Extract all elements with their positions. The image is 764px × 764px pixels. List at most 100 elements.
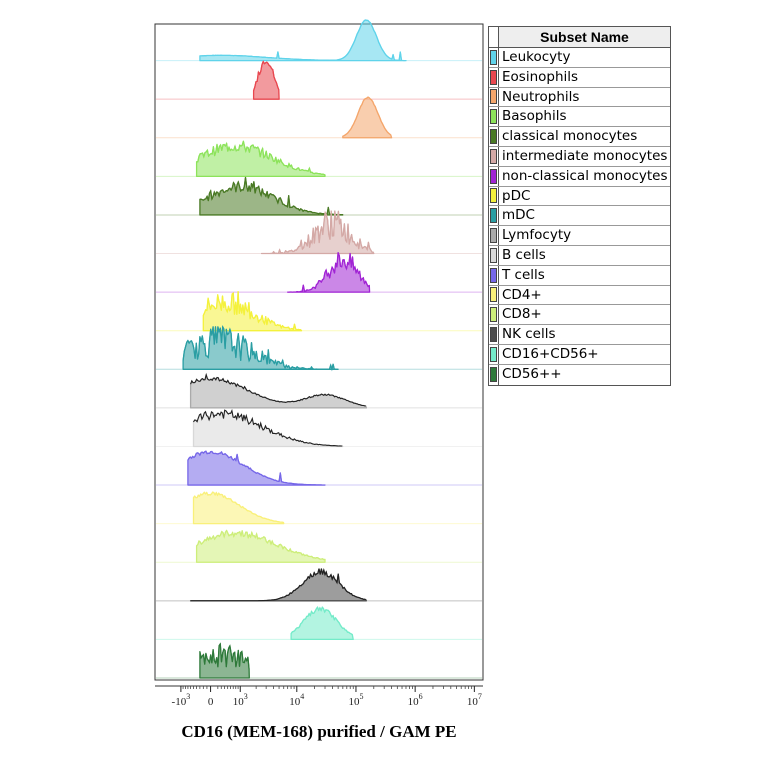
legend-swatch <box>490 327 497 343</box>
histogram-area <box>199 176 344 216</box>
histogram-outline <box>199 177 343 216</box>
series-mdc <box>156 324 482 372</box>
legend-label: Leukocyty <box>502 49 571 65</box>
histogram-area <box>199 643 250 679</box>
histogram-outline <box>342 96 392 137</box>
legend-entry: CD56++ <box>489 364 670 385</box>
legend-label: CD4+ <box>502 286 542 303</box>
legend-entry: Basophils <box>489 107 670 128</box>
histogram-area <box>187 450 326 486</box>
histogram-outline <box>290 606 353 636</box>
legend: Subset Name Leukocyty Eosinophils Neutroph… <box>488 26 671 386</box>
legend-label: CD8+ <box>502 306 542 323</box>
series-classical-monocytes <box>156 176 482 216</box>
legend-label: CD16+CD56+ <box>502 345 599 362</box>
legend-label: Neutrophils <box>502 88 580 105</box>
legend-swatch <box>490 188 497 204</box>
histogram-outline <box>190 372 366 407</box>
histogram-tracks <box>156 19 482 679</box>
histogram-area <box>192 491 285 525</box>
legend-swatch <box>490 49 497 65</box>
legend-entry: CD4+ <box>489 285 670 306</box>
legend-entry: B cells <box>489 245 670 266</box>
legend-label: mDC <box>502 207 535 224</box>
histogram-outline <box>190 567 366 602</box>
legend-entry: non-classical monocytes <box>489 166 670 187</box>
histogram-outline <box>193 491 284 524</box>
series-t-cells <box>156 450 482 486</box>
histogram-area <box>189 374 368 409</box>
legend-entry: NK cells <box>489 325 670 345</box>
legend-entry: mDC <box>489 206 670 227</box>
legend-label: Eosinophils <box>502 68 579 85</box>
legend-swatch <box>490 129 497 145</box>
legend-swatch <box>490 69 497 85</box>
histogram-area <box>260 210 375 255</box>
legend-label: pDC <box>502 187 531 204</box>
legend-swatch <box>490 148 497 164</box>
histogram-outline <box>199 19 406 62</box>
legend-entry: classical monocytes <box>489 127 670 147</box>
legend-label: CD56++ <box>502 365 562 382</box>
tick-label: 104 <box>289 692 304 708</box>
series-eosinophils <box>156 60 482 100</box>
legend-swatch <box>490 367 497 383</box>
legend-swatch <box>490 168 497 184</box>
series-cd8- <box>156 529 482 563</box>
legend-entry: CD16+CD56+ <box>489 344 670 365</box>
tick-label: 0 <box>208 696 214 708</box>
legend-label: Basophils <box>502 108 567 125</box>
legend-swatch <box>490 267 497 283</box>
histogram-outline <box>287 252 370 293</box>
tick-label: 106 <box>408 692 423 708</box>
histogram-outline <box>199 642 250 670</box>
x-axis: -103 0 103 104 105 106 107 <box>155 685 483 708</box>
series-lymfocyty <box>156 372 482 409</box>
histogram-area <box>199 19 407 62</box>
histogram-area <box>342 96 393 139</box>
series-intermediate-monocytes <box>156 210 482 255</box>
tick-label: 105 <box>348 692 363 708</box>
legend-swatch <box>490 307 497 323</box>
tick-label: 107 <box>467 692 482 708</box>
legend-swatch <box>490 109 497 125</box>
histogram-outline <box>253 60 280 91</box>
legend-swatch <box>490 287 497 303</box>
tick-label: -103 <box>172 692 191 708</box>
legend-entry: Lymfocyty <box>489 226 670 246</box>
histogram-area <box>290 606 354 641</box>
legend-swatch <box>490 89 497 105</box>
tick-label: 103 <box>233 692 248 708</box>
legend-label: classical monocytes <box>502 128 638 145</box>
histogram-area <box>195 140 326 178</box>
legend-entry: Neutrophils <box>489 87 670 108</box>
legend-header: Subset Name <box>489 27 670 48</box>
histogram-outline <box>187 450 325 486</box>
series-cd56- <box>156 642 482 679</box>
histogram-outline <box>193 408 343 447</box>
histogram-outline <box>182 324 338 372</box>
legend-label: non-classical monocytes <box>502 167 668 184</box>
histogram-area <box>182 326 339 370</box>
legend-entry: Leukocyty <box>489 48 670 68</box>
series-cd4- <box>156 491 482 525</box>
legend-entry: T cells <box>489 265 670 286</box>
legend-label: intermediate monocytes <box>502 147 668 164</box>
legend-title: Subset Name <box>499 27 670 47</box>
plot-border <box>154 23 484 681</box>
legend-swatch <box>490 228 497 244</box>
legend-swatch <box>490 346 497 362</box>
legend-entry: CD8+ <box>489 305 670 326</box>
histogram-outline <box>196 141 326 176</box>
series-b-cells <box>156 408 482 448</box>
legend-label: T cells <box>502 266 545 283</box>
series-basophils <box>156 140 482 178</box>
plot-frame <box>154 23 484 681</box>
legend-entry: intermediate monocytes <box>489 146 670 167</box>
legend-label: Lymfocyty <box>502 227 572 244</box>
series-cd16-cd56- <box>156 606 482 641</box>
series-pdc <box>156 291 482 332</box>
series-neutrophils <box>156 96 482 139</box>
histogram-outline <box>202 291 301 331</box>
